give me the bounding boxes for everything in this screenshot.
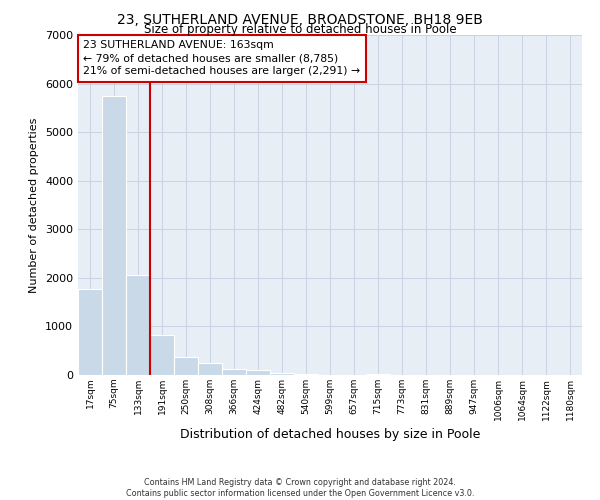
Bar [102,96,126,375]
Text: 23 SUTHERLAND AVENUE: 163sqm
← 79% of detached houses are smaller (8,785)
21% of: 23 SUTHERLAND AVENUE: 163sqm ← 79% of de… [83,40,360,76]
Bar [174,356,198,375]
Text: Contains HM Land Registry data © Crown copyright and database right 2024.
Contai: Contains HM Land Registry data © Crown c… [126,478,474,498]
Bar [198,363,222,375]
Y-axis label: Number of detached properties: Number of detached properties [29,118,40,292]
Bar [150,334,174,375]
Text: Size of property relative to detached houses in Poole: Size of property relative to detached ho… [143,24,457,36]
Bar [366,374,390,375]
Bar [246,370,270,375]
Text: 23, SUTHERLAND AVENUE, BROADSTONE, BH18 9EB: 23, SUTHERLAND AVENUE, BROADSTONE, BH18 … [117,12,483,26]
Bar [270,372,294,375]
Bar [294,374,318,375]
Bar [78,288,102,375]
Bar [222,368,246,375]
Bar [126,276,150,375]
X-axis label: Distribution of detached houses by size in Poole: Distribution of detached houses by size … [180,428,480,441]
